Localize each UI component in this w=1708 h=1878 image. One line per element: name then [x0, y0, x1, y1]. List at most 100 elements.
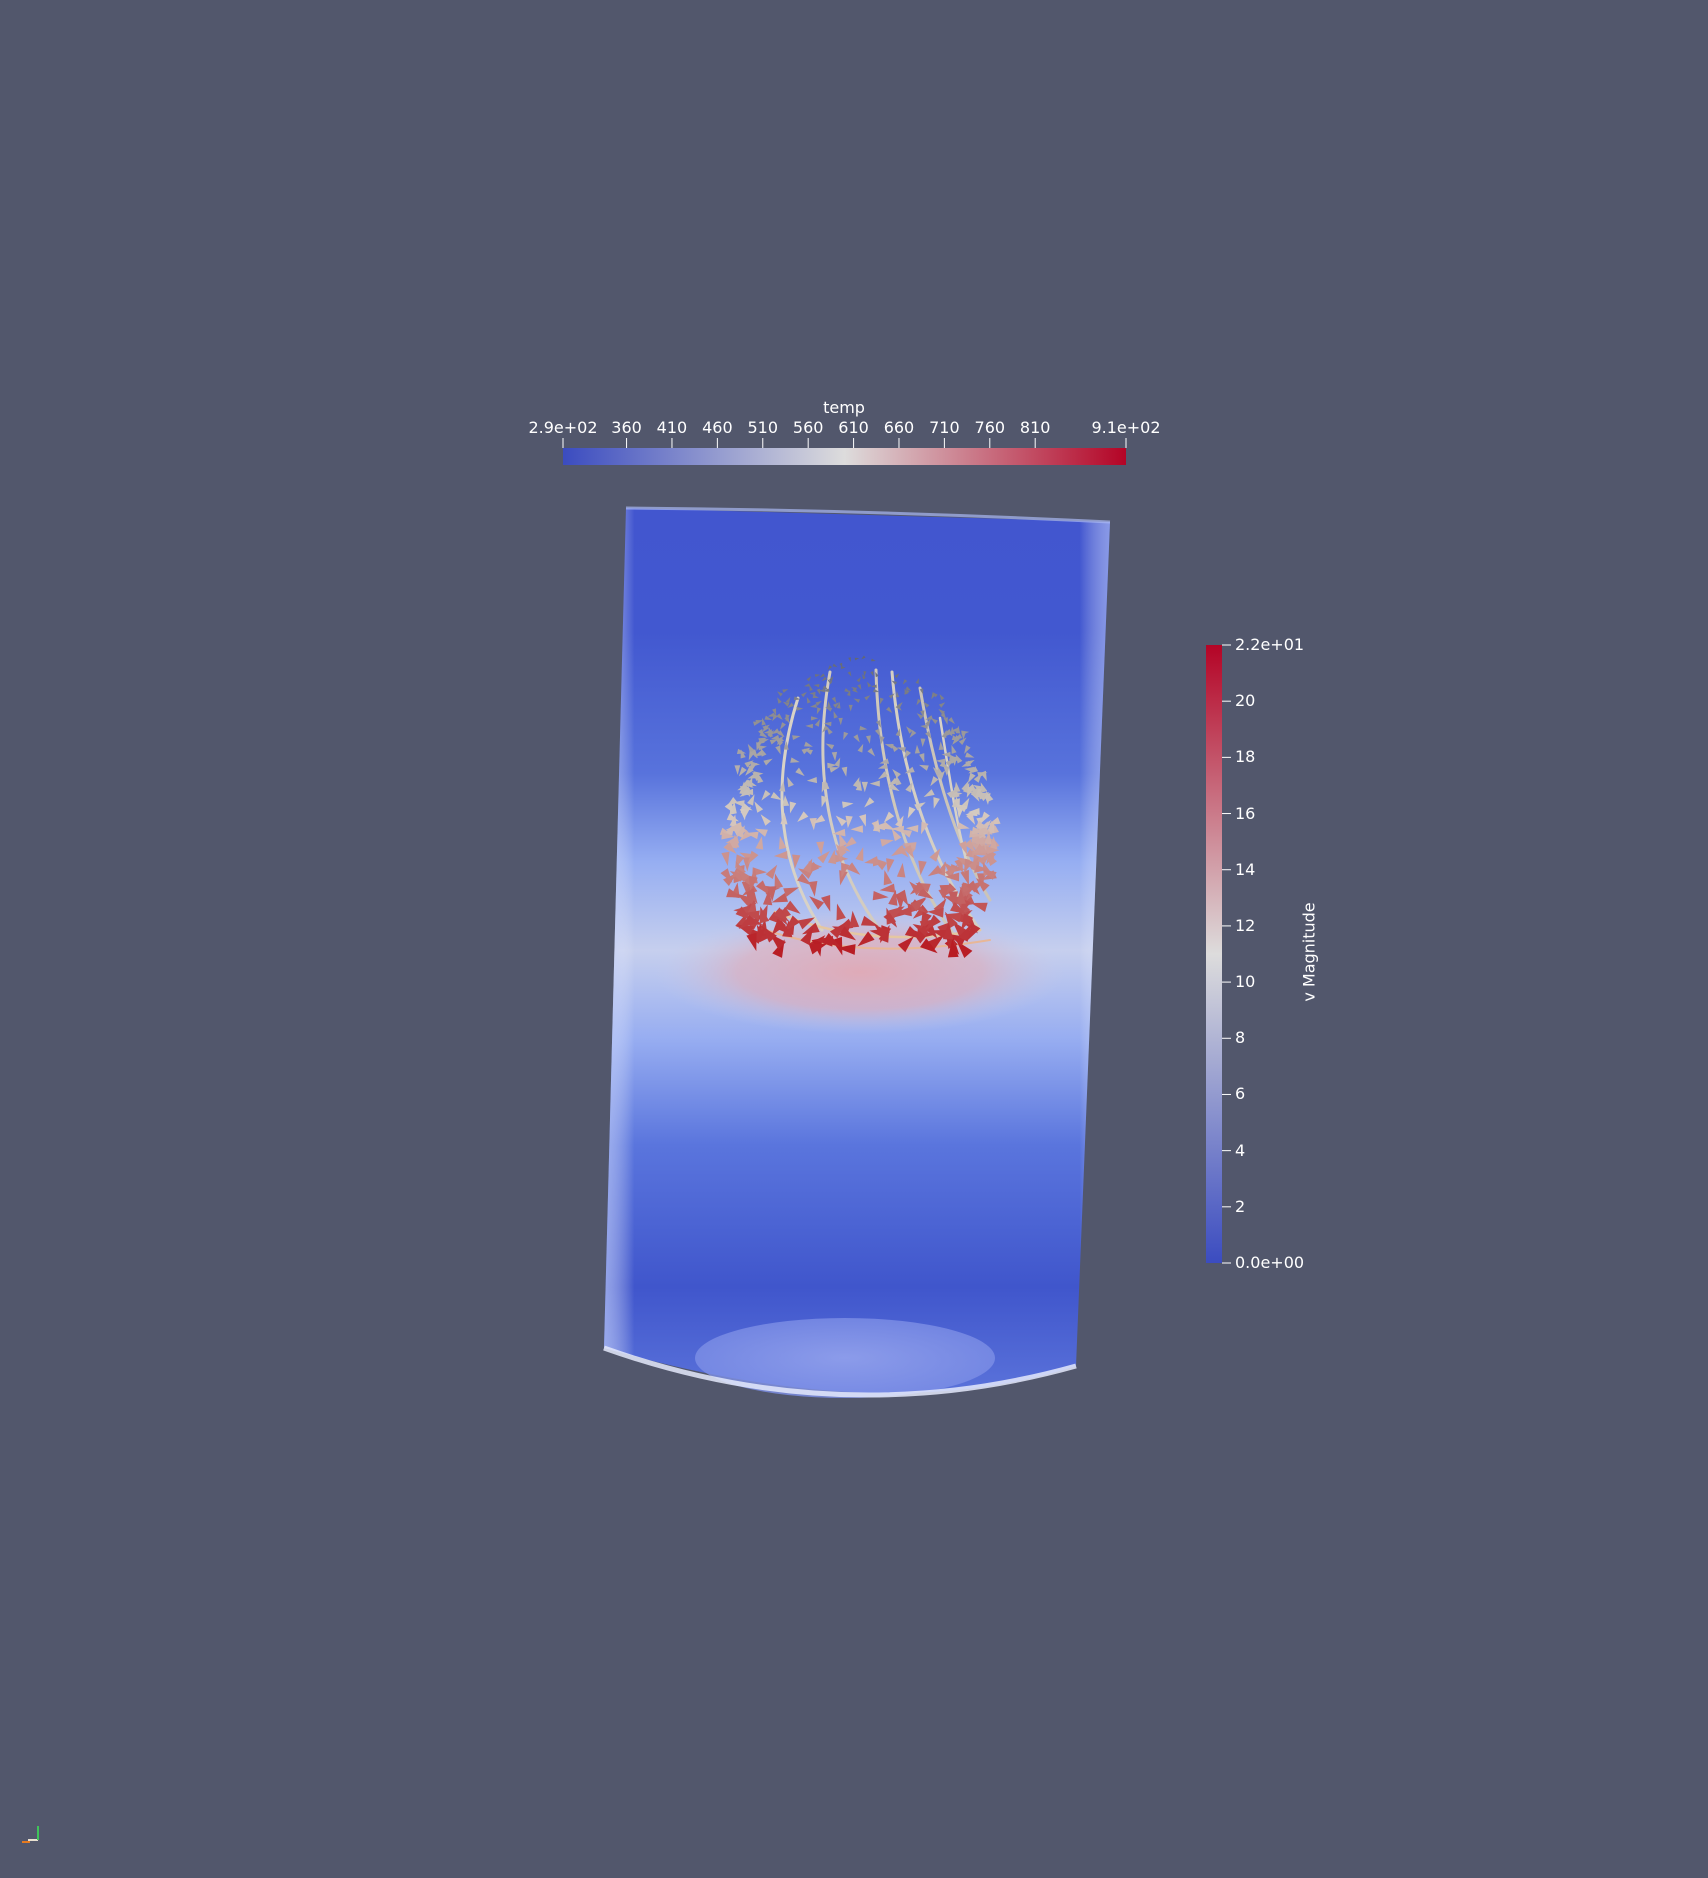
temp-tick-label: 510 [747, 418, 779, 437]
velocity-glyph [813, 814, 826, 824]
temp-tick-label: 9.1e+02 [1091, 418, 1161, 437]
velocity-glyph [822, 685, 829, 691]
velocity-glyph [896, 701, 903, 709]
velocity-glyph [927, 907, 944, 918]
velocity-glyph [929, 848, 941, 862]
velocity-glyph [939, 761, 950, 769]
v-magnitude-tick-label: 20 [1235, 691, 1256, 711]
velocity-glyph [836, 903, 846, 921]
velocity-glyph [949, 902, 967, 915]
temp-color-ramp [563, 448, 1126, 465]
v-magnitude-tick-label: 2.2e+01 [1235, 635, 1305, 654]
v-magnitude-tick-label: 18 [1235, 747, 1256, 767]
velocity-glyph [801, 922, 820, 935]
velocity-glyph [909, 881, 925, 895]
velocity-glyph [797, 917, 815, 930]
temp-scalar-bar[interactable] [562, 438, 1127, 465]
velocity-glyph [779, 722, 786, 730]
streamline [821, 670, 882, 932]
velocity-glyph [831, 696, 837, 704]
velocity-glyph [827, 679, 833, 685]
velocity-glyph [888, 777, 899, 786]
temp-tick-label: 660 [883, 418, 915, 437]
v-magnitude-tick-label: 8 [1235, 1028, 1246, 1048]
velocity-glyph [769, 739, 779, 745]
velocity-glyph [750, 749, 758, 759]
velocity-glyph [773, 851, 788, 860]
velocity-glyph [825, 743, 835, 750]
velocity-glyph [968, 856, 979, 871]
orientation-axes-icon[interactable] [22, 1826, 39, 1843]
velocity-glyph [758, 745, 767, 751]
velocity-glyph [785, 696, 791, 704]
velocity-glyph [771, 728, 780, 735]
velocity-glyph [789, 801, 797, 814]
velocity-glyph [954, 781, 961, 793]
cylinder-volume[interactable] [603, 506, 1111, 1398]
velocity-glyph [867, 748, 876, 757]
velocity-glyph [919, 688, 924, 695]
velocity-glyph [939, 884, 949, 901]
velocity-glyph [834, 757, 841, 768]
velocity-glyph [970, 786, 980, 797]
velocity-glyph [739, 829, 752, 842]
velocity-glyph [855, 780, 862, 791]
velocity-glyph [925, 715, 933, 720]
velocity-glyph [827, 762, 837, 769]
velocity-glyph [742, 910, 760, 921]
velocity-glyph [733, 800, 745, 807]
velocity-glyph [736, 825, 745, 839]
velocity-glyph [845, 815, 853, 829]
velocity-glyph [905, 825, 919, 833]
velocity-glyph [747, 743, 755, 753]
velocity-glyph [919, 753, 925, 763]
velocity-glyph [735, 906, 752, 921]
cylinder-bottom-rim [603, 1345, 1077, 1398]
velocity-glyph [813, 684, 820, 688]
velocity-glyph [975, 843, 989, 854]
velocity-glyph [792, 735, 801, 741]
velocity-glyph [783, 887, 800, 897]
velocity-glyph [864, 856, 879, 865]
velocity-glyph [954, 858, 963, 874]
temp-tick-label: 760 [974, 418, 1006, 437]
v-magnitude-tick-label: 4 [1235, 1140, 1246, 1160]
velocity-glyph [743, 779, 754, 788]
velocity-glyph [861, 655, 866, 660]
velocity-glyph [965, 752, 975, 758]
velocity-glyph [874, 728, 881, 737]
velocity-glyph [948, 717, 955, 724]
cylinder-bottom-disk [695, 1318, 995, 1398]
velocity-glyph [797, 873, 812, 886]
v-magnitude-scalar-bar[interactable] [1206, 644, 1231, 1264]
velocity-glyph [971, 826, 985, 835]
velocity-glyph [971, 902, 988, 912]
velocity-glyph [767, 712, 776, 717]
velocity-glyph [943, 717, 948, 725]
velocity-glyph [895, 815, 904, 828]
velocity-glyph [783, 741, 789, 750]
velocity-glyph [983, 793, 991, 805]
velocity-glyph [759, 731, 768, 738]
velocity-glyph [918, 860, 927, 876]
velocity-glyph [961, 913, 974, 931]
velocity-glyph [784, 900, 801, 914]
velocity-glyph [755, 836, 764, 850]
velocity-glyph [942, 922, 954, 940]
velocity-glyph [819, 673, 825, 678]
velocity-glyph [806, 676, 812, 682]
velocity-glyph [782, 794, 790, 807]
velocity-glyph [851, 686, 858, 691]
velocity-glyphs[interactable] [719, 655, 1001, 958]
velocity-glyph [904, 925, 923, 939]
velocity-glyph [835, 815, 847, 827]
velocity-glyph [895, 775, 902, 786]
velocity-glyph [871, 658, 876, 662]
velocity-glyph [821, 895, 831, 912]
velocity-glyph [853, 734, 860, 743]
velocity-glyph [838, 833, 848, 847]
velocity-glyph [964, 839, 976, 853]
velocity-glyph [938, 741, 944, 750]
velocity-glyph [823, 721, 832, 727]
